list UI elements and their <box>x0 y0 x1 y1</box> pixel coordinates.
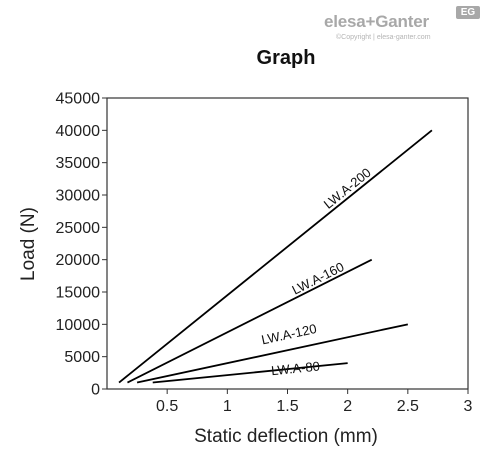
y-axis-label: Load (N) <box>18 207 39 281</box>
y-tick-label: 25000 <box>56 220 101 237</box>
brand-badge: EG <box>456 6 480 19</box>
y-tick-label: 20000 <box>56 252 101 269</box>
series-line-lw-a-200 <box>118 129 433 384</box>
x-tick-label: 1.5 <box>276 398 298 415</box>
x-axis-ticks: 0.5 1 1.5 2 2.5 3 <box>156 389 473 415</box>
series-label: LW.A-80 <box>270 358 320 378</box>
y-tick-label: 45000 <box>56 91 101 108</box>
plot-frame <box>106 97 469 390</box>
y-tick-label: 30000 <box>56 188 101 205</box>
series-line-lw-a-120 <box>136 323 409 384</box>
y-tick-label: 35000 <box>56 155 101 172</box>
brand-logo: elesa+Ganter EG ©Copyright | elesa-gante… <box>324 6 480 44</box>
series-label: LW.A-120 <box>260 321 318 347</box>
y-tick-label: 5000 <box>64 349 100 366</box>
series-label: LW.A-200 <box>321 165 374 212</box>
series-label: LW.A-160 <box>290 259 347 298</box>
x-tick-label: 2.5 <box>397 398 419 415</box>
data-series <box>118 129 433 384</box>
y-tick-label: 10000 <box>56 317 101 334</box>
x-tick-label: 0.5 <box>156 398 178 415</box>
x-tick-label: 3 <box>464 398 473 415</box>
chart-title: Graph <box>257 47 316 69</box>
y-tick-label: 40000 <box>56 123 101 140</box>
series-labels: LW.A-200 LW.A-160 LW.A-120 LW.A-80 <box>260 165 374 378</box>
series-line-lw-a-160 <box>127 258 373 384</box>
brand-copyright: ©Copyright | elesa-ganter.com <box>336 34 431 41</box>
plot-area <box>106 97 469 390</box>
x-axis-label: Static deflection (mm) <box>194 426 378 447</box>
y-tick-label: 15000 <box>56 285 101 302</box>
y-axis-ticks: 0 5000 10000 15000 20000 25000 30000 35000 40000… <box>56 91 107 399</box>
brand-name: elesa+Ganter <box>324 12 429 31</box>
series-line-lw-a-80 <box>152 362 348 384</box>
x-tick-label: 2 <box>343 398 352 415</box>
x-tick-label: 1 <box>223 398 232 415</box>
y-tick-label: 0 <box>91 382 100 399</box>
